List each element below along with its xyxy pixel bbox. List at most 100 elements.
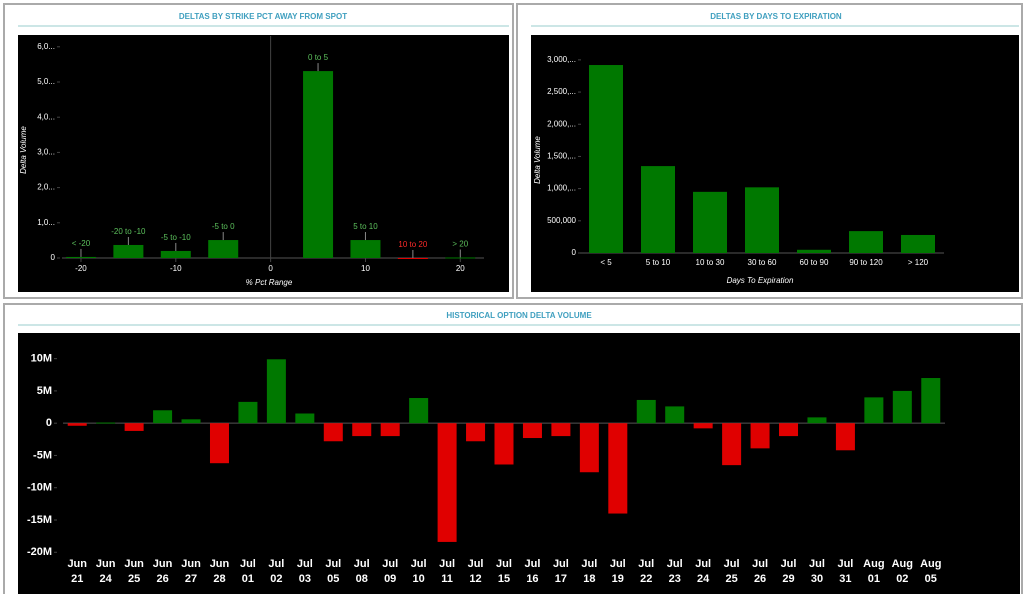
x-tick-label: 0: [268, 264, 273, 273]
bar: [445, 257, 476, 259]
bar: [636, 399, 656, 424]
y-tick-label: 6,0...: [37, 42, 55, 51]
x-tick-label: Jun 28: [209, 558, 230, 585]
bar-label: > 20: [452, 240, 468, 249]
bar: [722, 423, 742, 466]
y-tick-label: 2,500,...: [547, 87, 576, 96]
x-tick-label: 20: [456, 264, 465, 273]
bar: [153, 410, 173, 424]
y-tick-label: 10M: [31, 353, 52, 365]
bar: [693, 191, 727, 253]
bar: [303, 71, 334, 258]
x-tick-label: Jul 05: [325, 558, 342, 585]
y-tick-label: -15M: [27, 514, 52, 526]
bar: [745, 187, 779, 253]
x-tick-label: Jul 09: [382, 558, 399, 585]
x-tick-label: Jun 25: [124, 558, 144, 585]
bar: [295, 413, 315, 424]
y-tick-label: -10M: [27, 482, 52, 494]
x-tick-label: Jul 22: [638, 558, 655, 585]
x-tick-label: > 120: [908, 258, 929, 267]
x-tick-label: Jul 26: [752, 558, 769, 585]
bar-label: 5 to 10: [353, 222, 378, 231]
x-tick-label: Jul 01: [239, 558, 256, 585]
x-tick-label: Jul 31: [837, 558, 854, 585]
x-tick-label: Jul 30: [809, 558, 825, 585]
x-tick-label: Jul 16: [524, 558, 541, 585]
y-tick-label: 5M: [37, 385, 52, 397]
chart-title: HISTORICAL OPTION DELTA VOLUME: [446, 311, 592, 320]
x-tick-label: Jul 18: [581, 558, 598, 585]
bar: [665, 406, 685, 424]
x-axis-title: % Pct Range: [246, 278, 293, 287]
bar: [551, 423, 571, 437]
x-tick-label: Jul 23: [666, 558, 683, 585]
y-tick-label: 1,0...: [37, 218, 55, 227]
x-tick-label: Jun 26: [152, 558, 173, 585]
y-tick-label: 2,0...: [37, 183, 55, 192]
bar: [579, 423, 599, 473]
x-tick-label: Aug 01: [863, 558, 885, 585]
y-tick-label: 3,000,...: [547, 55, 576, 64]
plot-background: [18, 35, 509, 292]
bar: [96, 422, 116, 424]
x-tick-label: Jul 11: [439, 558, 456, 585]
bar: [352, 423, 372, 437]
bar-label: -20 to -10: [111, 227, 146, 236]
bar: [409, 398, 429, 424]
y-tick-label: 0: [46, 417, 52, 429]
x-tick-label: 30 to 60: [748, 258, 777, 267]
bar-label: -5 to -10: [161, 233, 191, 242]
y-tick-label: -20M: [27, 546, 52, 558]
y-tick-label: 5,0...: [37, 77, 55, 86]
y-tick-label: 3,0...: [37, 148, 55, 157]
bar: [181, 419, 201, 424]
y-tick-label: 500,000: [547, 216, 576, 225]
x-tick-label: 5 to 10: [646, 258, 671, 267]
y-tick-label: -5M: [33, 449, 52, 461]
bar: [797, 249, 831, 253]
bar: [113, 244, 144, 258]
bar: [437, 423, 457, 542]
bar: [608, 423, 628, 514]
x-tick-label: Jun 27: [181, 558, 201, 585]
bar: [397, 258, 428, 259]
bar: [921, 378, 941, 424]
x-tick-label: Jul 15: [496, 558, 512, 585]
bar: [892, 390, 912, 424]
x-tick-label: Aug 02: [891, 558, 913, 585]
bar: [67, 423, 87, 426]
bar-label: 0 to 5: [308, 53, 329, 62]
x-tick-label: Jul 17: [552, 558, 569, 585]
bar: [494, 423, 514, 465]
y-axis-title: Delta Volume: [19, 126, 28, 174]
bar-label: 10 to 20: [398, 240, 427, 249]
x-tick-label: 60 to 90: [800, 258, 829, 267]
x-tick-label: < 5: [600, 258, 612, 267]
bar: [380, 423, 400, 437]
x-tick-label: Jul 03: [296, 558, 313, 585]
bar: [124, 423, 144, 431]
x-tick-label: -20: [75, 264, 87, 273]
x-tick-label: Jul 02: [268, 558, 285, 585]
bar: [522, 423, 542, 439]
x-tick-label: Aug 05: [920, 558, 942, 585]
y-tick-label: 0: [51, 253, 56, 262]
bar: [693, 423, 713, 429]
bar: [323, 423, 343, 442]
chart-title: DELTAS BY DAYS TO EXPIRATION: [710, 12, 842, 21]
bar-label: < -20: [72, 239, 91, 248]
bar: [807, 417, 827, 424]
y-tick-label: 1,500,...: [547, 152, 576, 161]
x-tick-label: 10: [361, 264, 370, 273]
x-tick-label: Jul 08: [353, 558, 370, 585]
x-tick-label: Jul 10: [410, 558, 427, 585]
x-tick-label: Jun 21: [67, 558, 87, 585]
bar: [901, 234, 935, 253]
y-tick-label: 0: [572, 248, 577, 257]
x-tick-label: Jun 24: [95, 558, 116, 585]
bar: [160, 250, 191, 258]
x-tick-label: 10 to 30: [696, 258, 725, 267]
